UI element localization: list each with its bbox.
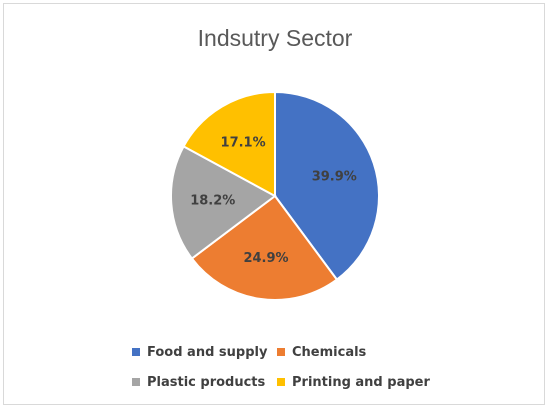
chart-title: Indsutry Sector <box>198 25 353 51</box>
legend-label-printing-and-paper: Printing and paper <box>292 375 430 390</box>
legend-swatch-printing-and-paper <box>277 378 285 386</box>
legend: Food and supply Chemicals Plastic products… <box>132 345 430 390</box>
pie-slice-chemicals <box>190 194 339 301</box>
pie-slice-plastic-products <box>170 145 277 260</box>
pie-slice-printing-and-paper <box>182 90 276 198</box>
data-label-chemicals: 24.9% <box>243 251 288 266</box>
pie-data-labels: 39.9% 24.9% 18.2% 17.1% <box>190 135 357 265</box>
legend-label-chemicals: Chemicals <box>292 345 367 360</box>
data-label-printing-and-paper: 17.1% <box>221 135 266 150</box>
pie-slices <box>170 90 380 301</box>
legend-swatch-chemicals <box>277 348 285 356</box>
legend-swatch-plastic-products <box>132 378 140 386</box>
legend-swatch-food-and-supply <box>132 348 140 356</box>
legend-label-plastic-products: Plastic products <box>147 375 266 390</box>
data-label-food-and-supply: 39.9% <box>312 169 357 184</box>
pie-slice-food-and-supply <box>274 90 380 281</box>
legend-label-food-and-supply: Food and supply <box>147 345 268 360</box>
data-label-plastic-products: 18.2% <box>190 194 235 209</box>
